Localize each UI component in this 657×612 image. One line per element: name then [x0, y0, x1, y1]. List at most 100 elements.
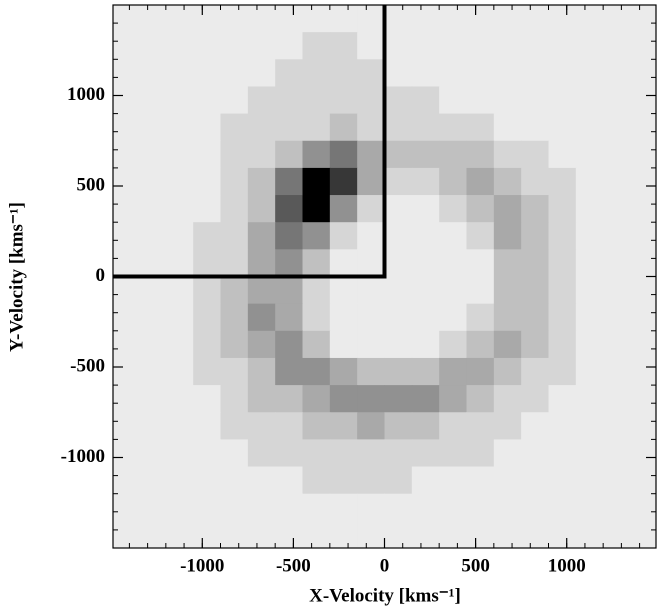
heat-cell: [575, 113, 604, 142]
heat-cell: [302, 5, 331, 33]
heat-cell: [275, 5, 304, 33]
heat-cell: [521, 303, 549, 332]
heat-cell: [193, 439, 222, 468]
heat-cell: [329, 222, 358, 250]
heat-cell: [165, 32, 194, 60]
heat-cell: [302, 113, 331, 142]
heat-cell: [548, 86, 577, 115]
heat-cell: [493, 520, 522, 549]
heat-cell: [220, 249, 249, 277]
heat-cell: [548, 303, 577, 332]
x-tick-label: -1000: [180, 555, 224, 576]
heat-cell: [247, 140, 276, 169]
heat-cell: [165, 222, 194, 250]
heat-cell: [439, 357, 467, 386]
heat-cell: [220, 493, 249, 522]
heat-cell: [138, 276, 167, 305]
heat-cell: [603, 412, 631, 440]
heat-cell: [411, 113, 440, 142]
heat-cell: [575, 439, 604, 468]
heat-cell: [113, 167, 140, 196]
heat-cell: [138, 86, 167, 115]
heat-cell: [411, 32, 440, 60]
heat-cell: [575, 412, 604, 440]
heat-cell: [603, 493, 631, 522]
heat-cell: [165, 303, 194, 332]
heat-cell: [384, 59, 413, 87]
heat-cell: [493, 222, 522, 250]
heat-cell: [466, 466, 495, 495]
heat-cell: [575, 357, 604, 386]
heat-cell: [113, 195, 140, 223]
heat-cell: [357, 357, 385, 386]
heat-cell: [493, 113, 522, 142]
heat-cell: [275, 385, 304, 413]
heat-cell: [603, 113, 631, 142]
heat-cell: [138, 140, 167, 169]
heat-cell: [113, 86, 140, 115]
heat-cell: [329, 32, 358, 60]
heat-cell: [275, 86, 304, 115]
heat-cell: [384, 330, 413, 359]
heat-cell: [357, 32, 385, 60]
heat-cell: [603, 330, 631, 359]
heat-cell: [548, 357, 577, 386]
heat-cell: [548, 113, 577, 142]
heat-cell: [138, 167, 167, 196]
heat-cell: [138, 330, 167, 359]
heat-cell: [138, 249, 167, 277]
heat-cell: [113, 249, 140, 277]
heat-cell: [113, 520, 140, 549]
heat-cell: [439, 303, 467, 332]
heat-cell: [521, 330, 549, 359]
heat-cell: [466, 330, 495, 359]
heat-cell: [165, 493, 194, 522]
heat-cell: [329, 520, 358, 549]
heat-cell: [113, 140, 140, 169]
heat-cell: [521, 86, 549, 115]
heat-cell: [575, 32, 604, 60]
heat-cell: [302, 439, 331, 468]
heat-cell: [113, 330, 140, 359]
heat-cell: [466, 140, 495, 169]
heat-cell: [165, 113, 194, 142]
heat-cell: [521, 439, 549, 468]
heat-cell: [275, 276, 304, 305]
heat-cell: [548, 5, 577, 33]
heat-cell: [384, 140, 413, 169]
heat-cell: [548, 466, 577, 495]
heat-cell: [165, 357, 194, 386]
heat-cell: [138, 222, 167, 250]
heat-cell: [630, 222, 657, 250]
heat-cell: [275, 330, 304, 359]
heat-cell: [575, 330, 604, 359]
heat-cell: [630, 357, 657, 386]
heat-cell: [493, 59, 522, 87]
heat-cell: [275, 59, 304, 87]
heat-cell: [247, 249, 276, 277]
heat-cell: [575, 195, 604, 223]
heat-cell: [193, 276, 222, 305]
heat-cell: [220, 330, 249, 359]
heat-cell: [329, 330, 358, 359]
heat-cell: [220, 222, 249, 250]
heat-cell: [193, 493, 222, 522]
heat-cell: [329, 493, 358, 522]
y-tick-label: 1000: [67, 84, 105, 105]
heat-cell: [113, 276, 140, 305]
heat-cell: [247, 167, 276, 196]
heat-cell: [548, 140, 577, 169]
x-tick-label: 500: [461, 555, 490, 576]
heat-cell: [411, 195, 440, 223]
heat-cell: [411, 412, 440, 440]
heat-cell: [275, 412, 304, 440]
x-tick-label: 0: [380, 555, 390, 576]
heat-cell: [302, 167, 331, 196]
heat-cell: [439, 59, 467, 87]
heat-cell: [493, 493, 522, 522]
heat-cell: [302, 249, 331, 277]
heat-cell: [165, 412, 194, 440]
heat-cell: [275, 32, 304, 60]
heat-cell: [411, 5, 440, 33]
